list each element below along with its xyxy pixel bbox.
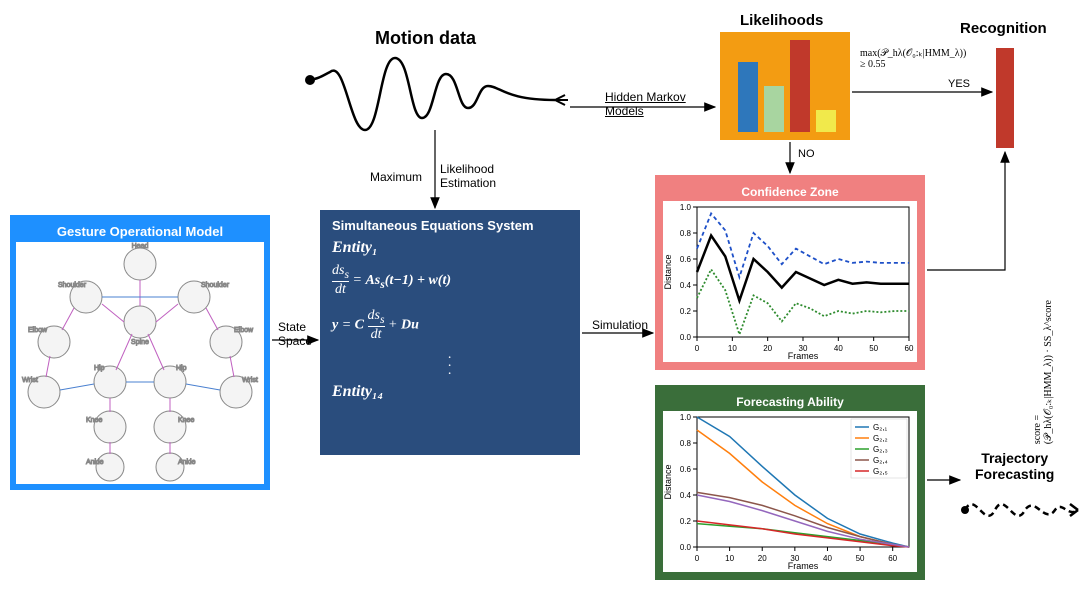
forecasting-panel: Forecasting Ability 01020304050600.00.20… <box>655 385 925 580</box>
svg-text:1.0: 1.0 <box>680 203 692 212</box>
svg-text:Distance: Distance <box>663 254 673 289</box>
svg-text:G₂,₃: G₂,₃ <box>873 445 888 454</box>
svg-text:Wrist: Wrist <box>242 377 258 384</box>
svg-text:Wrist: Wrist <box>22 377 38 384</box>
recognition-bar <box>996 48 1014 148</box>
svg-text:40: 40 <box>823 554 832 563</box>
svg-text:20: 20 <box>763 344 772 353</box>
svg-text:Knee: Knee <box>86 417 102 424</box>
svg-text:0.8: 0.8 <box>680 229 692 238</box>
svg-text:20: 20 <box>758 554 767 563</box>
svg-text:Hip: Hip <box>176 365 187 372</box>
svg-text:1.0: 1.0 <box>680 413 692 422</box>
likelihoods-bars <box>720 32 850 140</box>
svg-text:10: 10 <box>725 554 734 563</box>
svg-text:Ankle: Ankle <box>86 459 104 466</box>
svg-text:0.2: 0.2 <box>680 307 692 316</box>
no-label: NO <box>798 148 815 160</box>
svg-text:G₂,₄: G₂,₄ <box>873 456 888 465</box>
max-label: Maximum <box>370 170 422 184</box>
equation-entity1: Entity₁ <box>332 239 568 257</box>
svg-text:G₂,₁: G₂,₁ <box>873 423 888 432</box>
confidence-chart: 01020304050600.00.20.40.60.81.0FramesDis… <box>663 201 917 361</box>
svg-text:Hip: Hip <box>94 365 105 372</box>
svg-text:Frames: Frames <box>788 351 819 361</box>
equation-entity14: Entity₁₄ <box>332 383 568 401</box>
svg-text:Spine: Spine <box>131 339 149 346</box>
svg-text:Elbow: Elbow <box>234 327 254 334</box>
equation-y: y = C dssdt + Du <box>332 308 568 343</box>
statespace-label: State Space <box>278 320 312 348</box>
svg-text:0.0: 0.0 <box>680 333 692 342</box>
trajectory-heading: Trajectory Forecasting <box>975 450 1054 482</box>
svg-text:0: 0 <box>695 344 700 353</box>
forecasting-title: Forecasting Ability <box>663 393 917 411</box>
svg-text:60: 60 <box>905 344 914 353</box>
likelihoods-panel <box>720 32 850 140</box>
svg-text:Knee: Knee <box>178 417 194 424</box>
motion-data-heading: Motion data <box>375 28 476 49</box>
svg-text:0.4: 0.4 <box>680 491 692 500</box>
threshold-label: max(𝒫_hλ(𝒪₀:ₖ|HMM_λ)) ≥ 0.55 <box>860 48 966 70</box>
svg-text:Ankle: Ankle <box>178 459 196 466</box>
simulation-label: Simulation <box>592 318 648 332</box>
likelihoods-heading: Likelihoods <box>740 12 823 29</box>
svg-text:50: 50 <box>869 344 878 353</box>
svg-text:Distance: Distance <box>663 464 673 499</box>
equations-title: Simultaneous Equations System <box>332 218 568 233</box>
forecasting-chart: 01020304050600.00.20.40.60.81.0FramesDis… <box>663 411 917 571</box>
svg-text:G₂,₂: G₂,₂ <box>873 434 888 443</box>
svg-text:0: 0 <box>695 554 700 563</box>
svg-text:Shoulder: Shoulder <box>58 282 87 289</box>
score-label: score = (𝒫_hλ(𝒪₀:ₖ|HMM_λ)) · SS_λ^score <box>1032 300 1055 444</box>
confidence-panel: Confidence Zone 01020304050600.00.20.40.… <box>655 175 925 370</box>
svg-text:0.2: 0.2 <box>680 517 692 526</box>
svg-text:0.6: 0.6 <box>680 255 692 264</box>
svg-text:Head: Head <box>132 243 149 250</box>
svg-text:0.8: 0.8 <box>680 439 692 448</box>
svg-text:Elbow: Elbow <box>28 327 48 334</box>
equation-dots: . . . <box>332 351 568 375</box>
confidence-title: Confidence Zone <box>663 183 917 201</box>
gesture-model-graph: Head Shoulder Shoulder Spine Elbow Elbow… <box>16 242 264 482</box>
hmm-label: Hidden Markov Models <box>605 90 686 118</box>
svg-text:40: 40 <box>834 344 843 353</box>
svg-text:Frames: Frames <box>788 561 819 571</box>
svg-text:10: 10 <box>728 344 737 353</box>
likeest-label: Likelihood Estimation <box>440 162 496 190</box>
equation-dsdt: dssdt = Ass(t−1) + w(t) <box>332 263 568 298</box>
svg-text:50: 50 <box>856 554 865 563</box>
svg-text:0.6: 0.6 <box>680 465 692 474</box>
svg-text:0.0: 0.0 <box>680 543 692 552</box>
gesture-model-panel: Gesture Operational Model Head Shoulder … <box>10 215 270 490</box>
yes-label: YES <box>948 78 970 90</box>
svg-text:0.4: 0.4 <box>680 281 692 290</box>
svg-text:Shoulder: Shoulder <box>201 282 230 289</box>
gesture-model-title: Gesture Operational Model <box>16 221 264 242</box>
svg-text:60: 60 <box>888 554 897 563</box>
equations-panel: Simultaneous Equations System Entity₁ ds… <box>320 210 580 455</box>
svg-text:G₂,₅: G₂,₅ <box>873 467 888 476</box>
recognition-heading: Recognition <box>960 20 1047 37</box>
